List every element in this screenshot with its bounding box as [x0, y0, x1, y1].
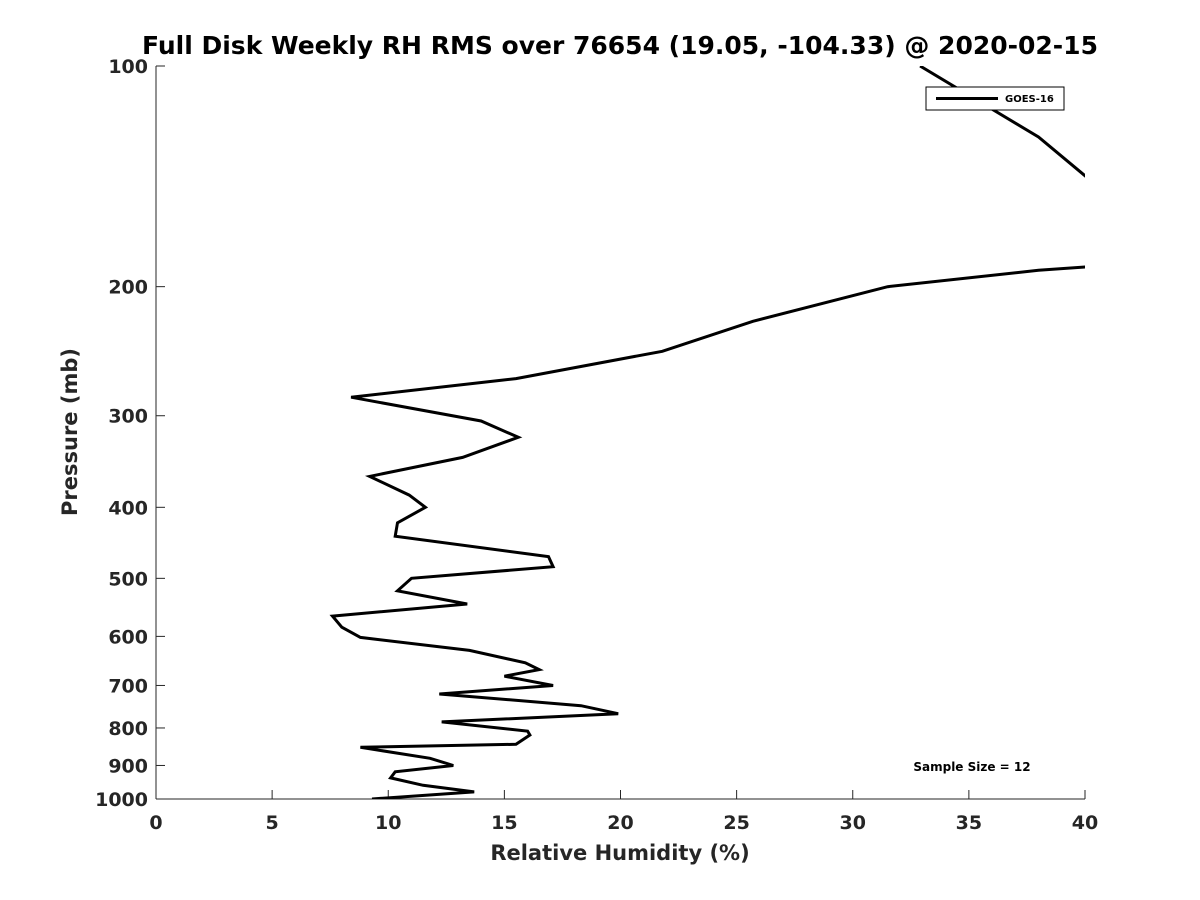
series-layer [329, 66, 1085, 799]
y-tick-label: 600 [108, 626, 148, 648]
axes: 0 5 10 15 20 25 30 35 40 100 200 300 400 500 600 700 800… [95, 56, 1098, 834]
x-tick-label: 35 [956, 812, 982, 834]
x-tick-label: 20 [607, 812, 633, 834]
x-tick-label: 40 [1072, 812, 1098, 834]
x-tick-label: 25 [723, 812, 749, 834]
series-line-goes-16 [329, 66, 1085, 799]
y-tick-label: 200 [108, 277, 148, 299]
y-tick-label: 1000 [95, 789, 148, 811]
y-tick-label: 100 [108, 56, 148, 78]
y-tick-label: 900 [108, 755, 148, 777]
x-tick-label: 5 [266, 812, 279, 834]
y-axis-label: Pressure (mb) [58, 348, 82, 516]
y-tick-label: 300 [108, 406, 148, 428]
y-tick-label: 400 [108, 497, 148, 519]
x-tick-label: 10 [375, 812, 401, 834]
y-tick-label: 700 [108, 675, 148, 697]
y-tick-label: 800 [108, 718, 148, 740]
y-tick-label: 500 [108, 568, 148, 590]
x-tick-label: 0 [149, 812, 162, 834]
x-tick-label: 15 [491, 812, 517, 834]
legend-entry-goes-16: GOES-16 [1005, 94, 1054, 105]
legend: GOES-16 [925, 86, 1065, 111]
x-tick-label: 30 [840, 812, 866, 834]
sample-size-annotation: Sample Size = 12 [913, 760, 1030, 774]
x-axis-label: Relative Humidity (%) [490, 841, 749, 865]
chart-title: Full Disk Weekly RH RMS over 76654 (19.0… [142, 31, 1098, 60]
